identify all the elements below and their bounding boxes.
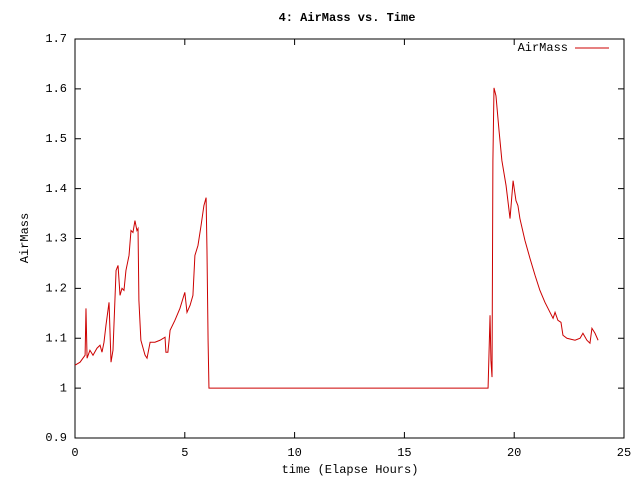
x-tick-label: 25 (617, 446, 631, 460)
y-tick-label: 1.2 (45, 282, 67, 296)
legend-label: AirMass (518, 41, 568, 55)
data-line (74, 87, 599, 389)
y-tick-label: 1.6 (45, 82, 67, 96)
x-tick-label: 5 (181, 446, 188, 460)
y-tick-label: 0.9 (45, 431, 67, 445)
y-tick-label: 1.7 (45, 32, 67, 46)
x-tick-label: 10 (287, 446, 301, 460)
y-tick-label: 1 (60, 381, 67, 395)
y-tick-label: 1.5 (45, 132, 67, 146)
y-tick-label: 1.4 (45, 182, 67, 196)
x-axis-label: time (Elapse Hours) (282, 463, 419, 477)
y-tick-label: 1.1 (45, 331, 67, 345)
chart-title: 4: AirMass vs. Time (279, 11, 416, 25)
y-axis-label: AirMass (18, 213, 32, 263)
x-tick-label: 0 (71, 446, 78, 460)
x-tick-label: 20 (507, 446, 521, 460)
x-tick-label: 15 (397, 446, 411, 460)
y-tick-label: 1.3 (45, 232, 67, 246)
